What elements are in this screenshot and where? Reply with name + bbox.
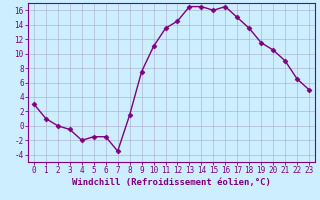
X-axis label: Windchill (Refroidissement éolien,°C): Windchill (Refroidissement éolien,°C) bbox=[72, 178, 271, 187]
